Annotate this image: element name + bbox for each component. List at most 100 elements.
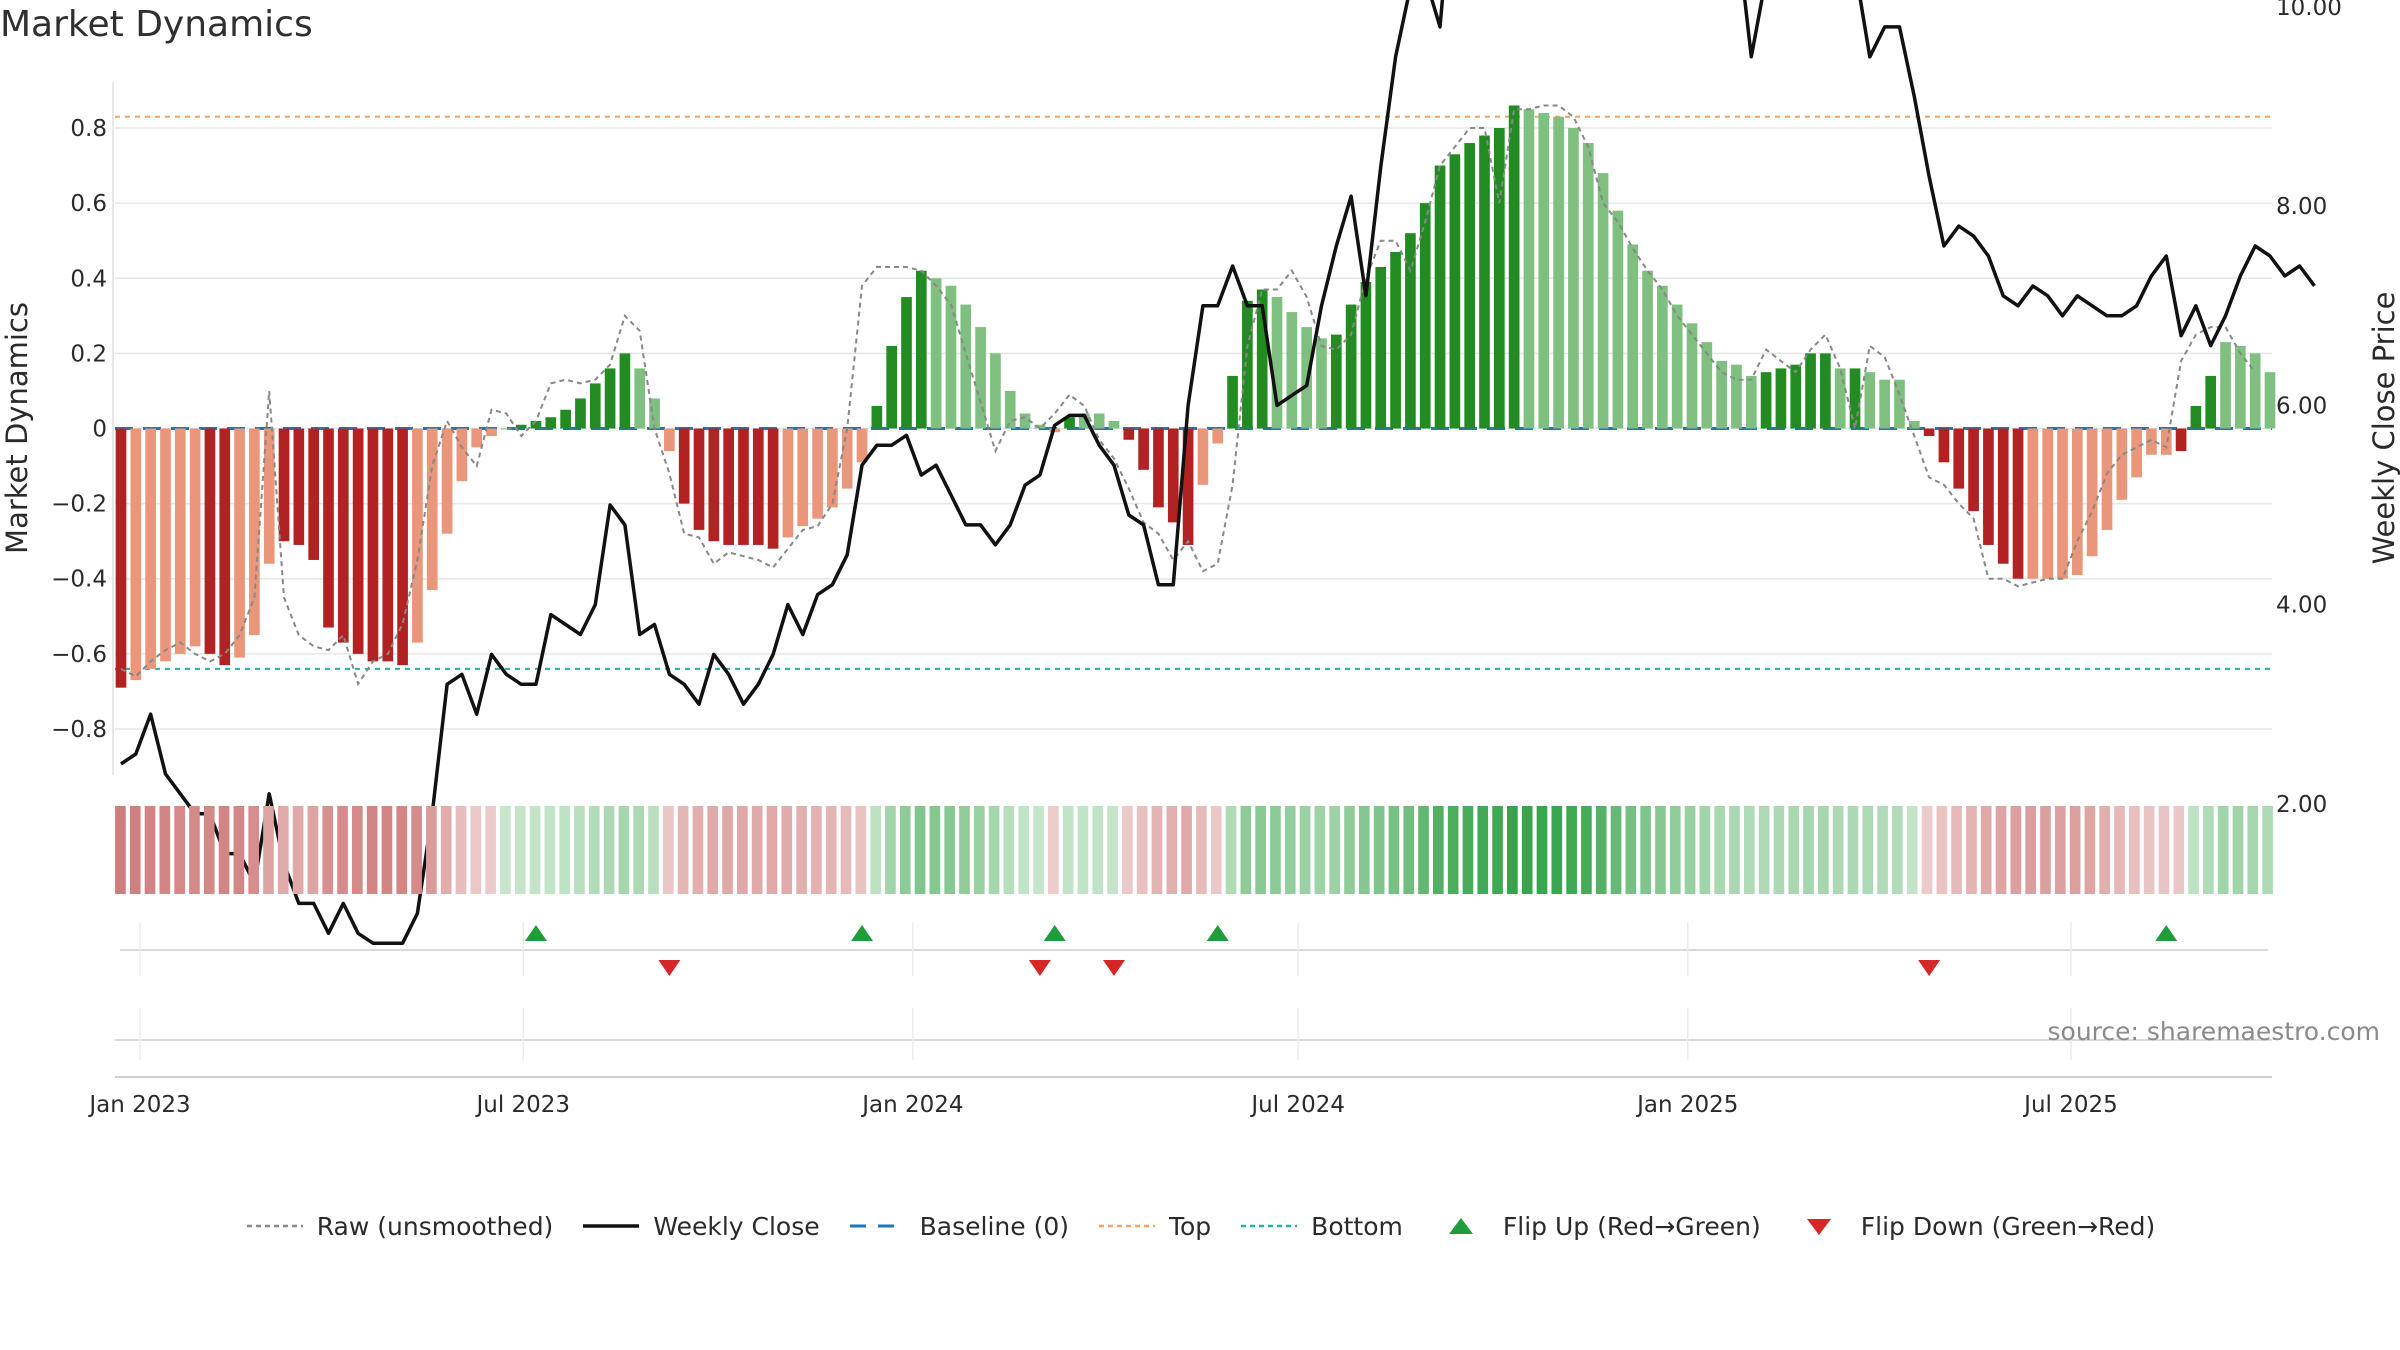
heat-cell xyxy=(737,806,748,894)
heat-cell xyxy=(514,806,526,894)
legend-label: Flip Down (Green→Red) xyxy=(1860,1211,2156,1241)
bar xyxy=(560,409,571,429)
bar xyxy=(293,428,305,545)
bar xyxy=(545,417,557,429)
heat-cell xyxy=(929,806,941,894)
bar xyxy=(1464,143,1476,429)
heat-cell xyxy=(944,806,955,894)
bar xyxy=(308,428,320,560)
heat-cell xyxy=(1077,806,1089,894)
bar xyxy=(1227,375,1238,429)
heat-cell xyxy=(1403,806,1415,894)
heat-cell xyxy=(1551,806,1563,894)
right-tick-label: 8.00 xyxy=(2276,194,2327,220)
heat-cell xyxy=(2262,806,2273,894)
heat-cell xyxy=(411,806,422,894)
heat-cell xyxy=(677,806,689,894)
heat-cell xyxy=(1699,806,1711,894)
heat-cell xyxy=(529,806,541,894)
legend-swatch-bottom xyxy=(1241,1224,1298,1228)
heat-cell xyxy=(1388,806,1400,894)
bar xyxy=(501,428,512,430)
bar xyxy=(1316,338,1327,429)
heat-cell xyxy=(396,806,408,894)
flip-up-marker xyxy=(2155,925,2178,941)
right-axis: 14.0012.0010.008.006.004.002.00 xyxy=(2276,0,2342,818)
legend-swatch-flip-down xyxy=(1806,1219,1831,1235)
bar xyxy=(2027,428,2039,579)
legend-swatch-raw xyxy=(246,1224,303,1228)
bar xyxy=(1790,364,1802,429)
heat-cell xyxy=(988,806,1000,894)
right-tick-label: 10.00 xyxy=(2276,0,2342,21)
heat-cell xyxy=(1803,806,1814,894)
bar xyxy=(841,428,853,489)
heat-cell xyxy=(174,806,185,894)
heat-cell xyxy=(1122,806,1133,894)
bar xyxy=(2131,428,2142,478)
bar xyxy=(2116,428,2128,500)
left-tick-label: 0.8 xyxy=(70,116,107,142)
legend-item-close: Weekly Close xyxy=(581,1212,820,1241)
heat-cell xyxy=(1818,806,1829,894)
bar xyxy=(649,398,660,429)
flip-down-marker xyxy=(658,960,681,976)
bar xyxy=(575,398,586,429)
bar xyxy=(2205,375,2217,429)
heat-cell xyxy=(766,806,778,894)
bar xyxy=(1108,420,1120,429)
heat-cell xyxy=(781,806,793,894)
heat-cell xyxy=(1832,806,1844,894)
heat-cell xyxy=(2040,806,2051,894)
heat-cell xyxy=(1033,806,1044,894)
bar xyxy=(975,327,986,429)
x-axis: Jan 2023 Jul 2023 Jan 2024 Jul 2024 Jan 2025… xyxy=(87,1092,2117,1118)
bar xyxy=(1390,251,1401,429)
bar xyxy=(189,428,201,647)
heat-cell xyxy=(1477,806,1489,894)
left-tick-label: −0.2 xyxy=(51,492,107,518)
legend-item-top: Top xyxy=(1097,1212,1211,1241)
bar xyxy=(1153,428,1164,508)
bar xyxy=(589,383,601,429)
heat-cell xyxy=(692,806,704,894)
bar xyxy=(2057,428,2068,579)
bar xyxy=(1923,428,1935,437)
heat-cell xyxy=(440,806,452,894)
bar xyxy=(1731,364,1742,429)
heat-cell xyxy=(751,806,763,894)
legend-swatch-baseline xyxy=(849,1224,906,1228)
bar xyxy=(174,428,186,654)
chart-title: Market Dynamics xyxy=(0,4,313,45)
heat-cell xyxy=(1536,806,1548,894)
heat-cell xyxy=(1610,806,1622,894)
bar xyxy=(871,405,883,429)
heat-cell xyxy=(2247,806,2259,894)
bar xyxy=(1493,128,1505,429)
heat-cell xyxy=(1877,806,1888,894)
bar xyxy=(1983,428,1994,545)
bar xyxy=(337,428,349,643)
heat-cell xyxy=(1729,806,1740,894)
x-tick-label: Jan 2023 xyxy=(87,1092,190,1118)
legend: Raw (unsmoothed) Weekly Close Baseline (0)… xyxy=(0,1206,2400,1246)
heat-cell xyxy=(1492,806,1503,894)
bar xyxy=(723,428,734,545)
heat-cell xyxy=(322,806,334,894)
heat-cell xyxy=(1092,806,1104,894)
heat-strip xyxy=(115,806,2273,894)
bar xyxy=(486,428,497,437)
heat-cell xyxy=(1344,806,1355,894)
heat-cell xyxy=(159,806,171,894)
bar xyxy=(1820,353,1831,429)
heat-cell xyxy=(1166,806,1178,894)
source-label: source: sharemaestro.com xyxy=(2048,1017,2381,1046)
bar xyxy=(1286,312,1298,429)
grid-lines xyxy=(112,82,2272,775)
left-axis-title: Market Dynamics xyxy=(0,302,34,554)
heat-cell xyxy=(662,806,674,894)
heat-cell xyxy=(2188,806,2199,894)
bar xyxy=(323,428,334,628)
right-axis-title: Weekly Close Price xyxy=(2367,292,2400,565)
bar xyxy=(1553,116,1564,429)
